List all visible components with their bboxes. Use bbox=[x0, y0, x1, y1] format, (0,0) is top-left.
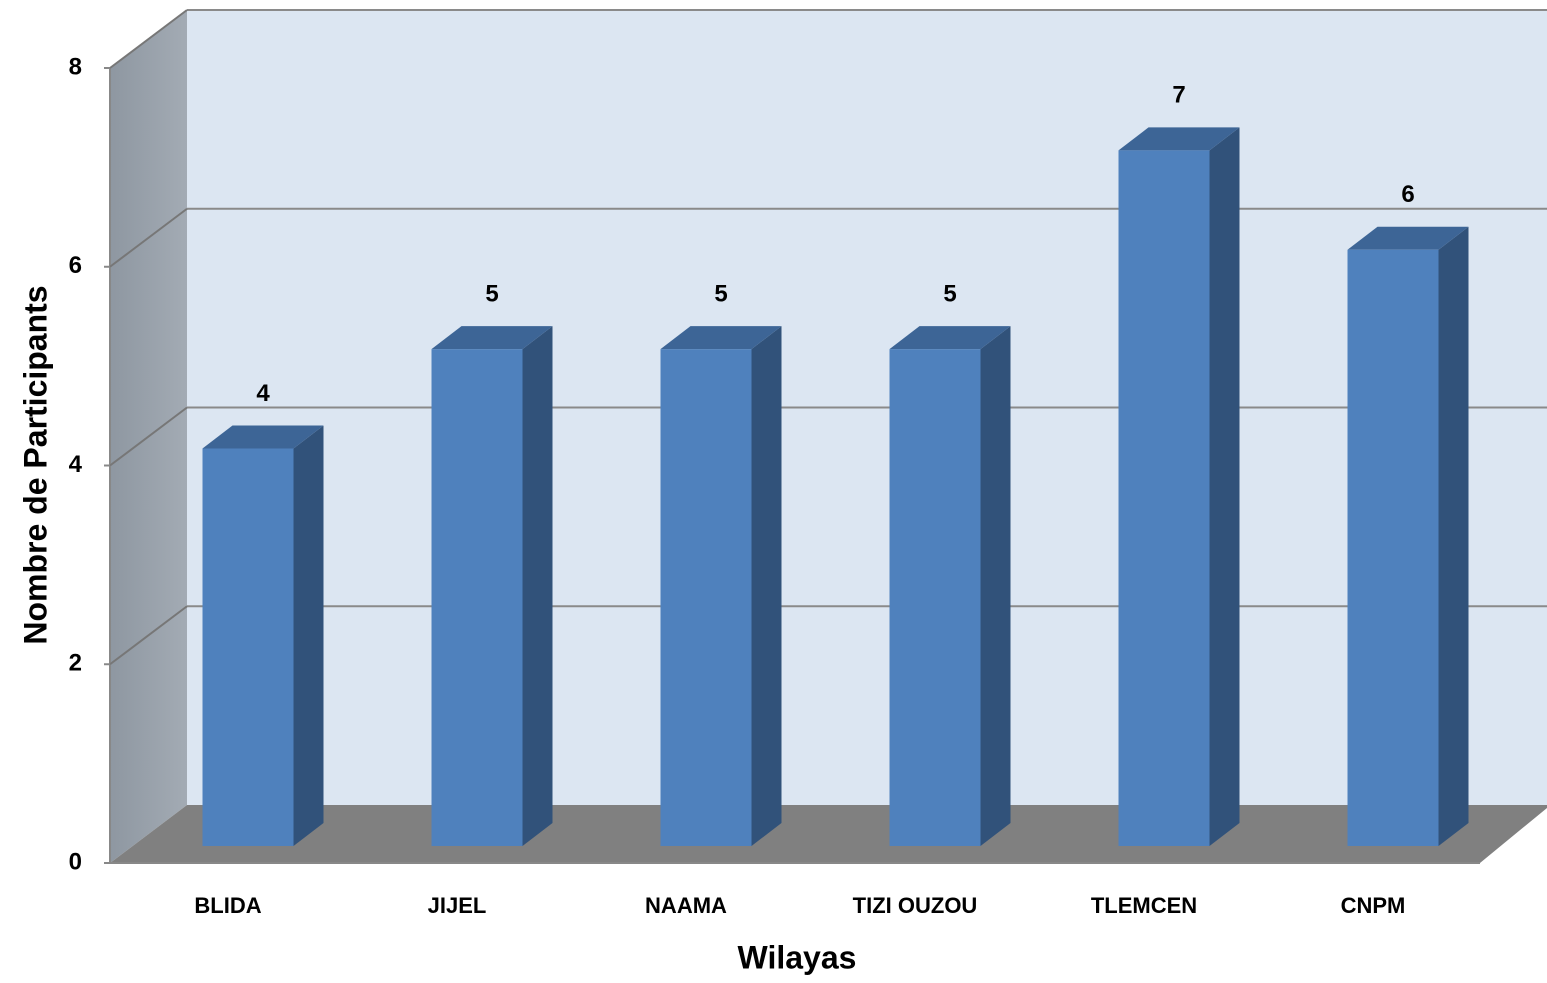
y-tick-label: 2 bbox=[69, 650, 82, 677]
x-tick-label: CNPM bbox=[1341, 893, 1406, 918]
data-label: 5 bbox=[485, 280, 498, 307]
data-label: 5 bbox=[714, 280, 727, 307]
y-tick-label: 6 bbox=[69, 252, 82, 279]
grid-line bbox=[109, 207, 188, 268]
y-tick-label: 0 bbox=[69, 848, 82, 875]
y-tick-label: 4 bbox=[69, 451, 83, 478]
x-tick-label: TLEMCEN bbox=[1091, 893, 1197, 918]
bar-top bbox=[1118, 127, 1240, 151]
bar bbox=[889, 349, 981, 846]
bar-top bbox=[889, 326, 1011, 350]
bar-side bbox=[751, 326, 782, 846]
floor bbox=[110, 805, 1547, 863]
bar bbox=[1118, 150, 1210, 846]
data-label: 6 bbox=[1401, 181, 1414, 208]
bar bbox=[1347, 249, 1439, 846]
bar-top bbox=[202, 425, 324, 449]
data-label: 5 bbox=[943, 280, 956, 307]
grid-line bbox=[109, 406, 188, 467]
y-tick-label: 8 bbox=[69, 53, 82, 80]
bar-side bbox=[980, 326, 1011, 846]
x-tick-label: JIJEL bbox=[428, 893, 487, 918]
bar-top bbox=[1347, 226, 1469, 250]
bar-side bbox=[522, 326, 553, 846]
grid-line bbox=[109, 605, 188, 666]
x-tick-label: BLIDA bbox=[194, 893, 261, 918]
bar-top bbox=[660, 326, 782, 350]
data-label: 4 bbox=[256, 380, 270, 407]
x-tick-label: TIZI OUZOU bbox=[853, 893, 978, 918]
bar-side bbox=[293, 425, 324, 846]
grid-line bbox=[109, 9, 188, 69]
bar bbox=[431, 349, 523, 846]
y-axis-title: Nombre de Participants bbox=[17, 285, 53, 644]
x-tick-label: NAAMA bbox=[645, 893, 727, 918]
bar-side bbox=[1438, 226, 1469, 846]
bar bbox=[202, 448, 294, 846]
bar-top bbox=[431, 326, 553, 350]
x-axis-title: Wilayas bbox=[738, 939, 857, 975]
data-label: 7 bbox=[1172, 82, 1185, 109]
bar bbox=[660, 349, 752, 846]
bar-side bbox=[1209, 127, 1240, 846]
